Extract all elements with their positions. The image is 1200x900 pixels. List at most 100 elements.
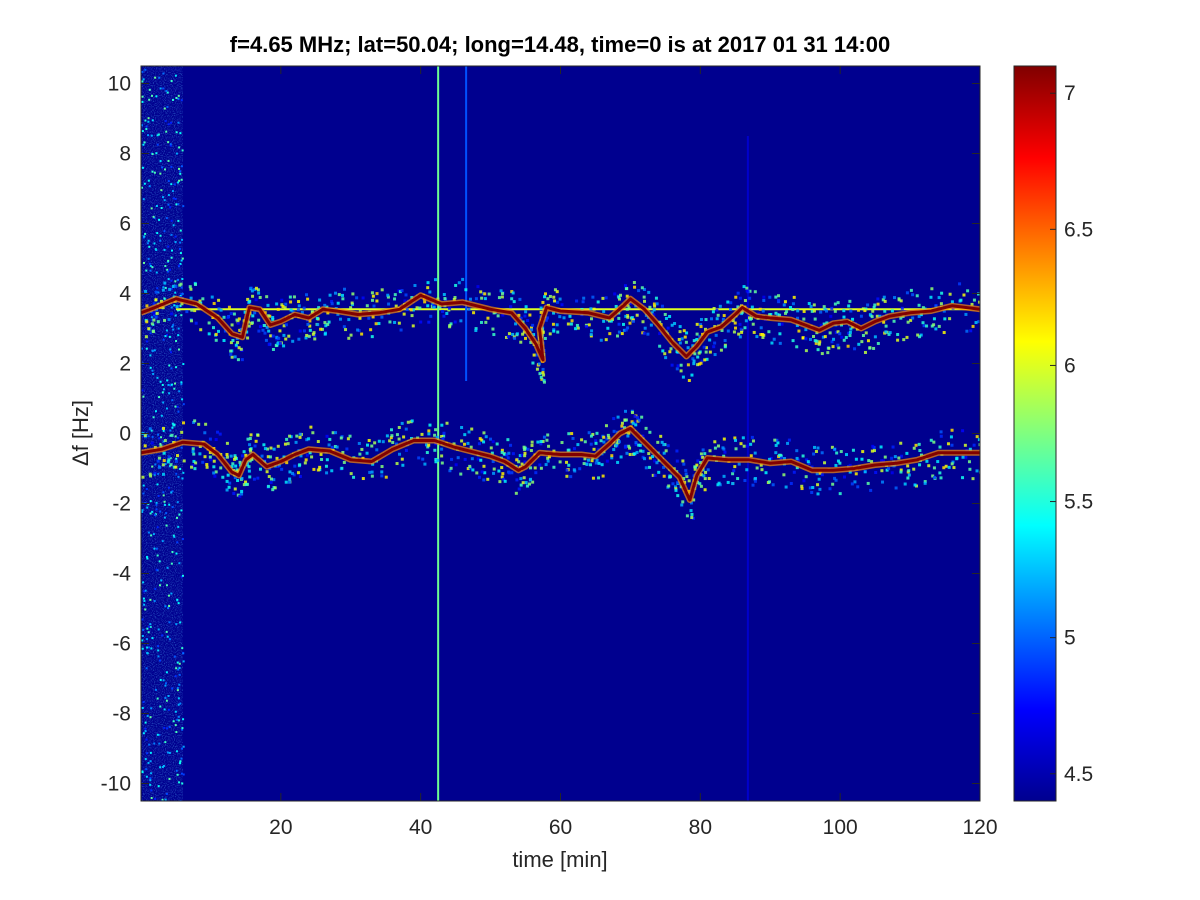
trace-speck: [156, 459, 160, 463]
trace-speck: [689, 509, 693, 513]
noise-speck: [166, 270, 169, 273]
trace-speck: [413, 284, 417, 288]
trace-speck: [938, 471, 942, 475]
trace-speck: [495, 442, 499, 446]
trace-speck: [751, 322, 755, 326]
trace-speck: [572, 468, 576, 472]
trace-speck: [320, 458, 324, 462]
trace-speck: [633, 285, 637, 289]
trace-speck: [427, 443, 431, 447]
noise-speck: [155, 547, 158, 550]
noise-speck: [149, 269, 152, 272]
trace-speck: [311, 332, 315, 336]
trace-speck: [714, 333, 718, 337]
trace-speck: [599, 439, 603, 443]
noise-speck: [167, 708, 170, 711]
trace-speck: [692, 362, 696, 366]
trace-speck: [256, 433, 260, 437]
trace-speck: [710, 317, 714, 321]
trace-speck: [660, 304, 664, 308]
trace-speck: [523, 314, 527, 318]
trace-speck: [541, 330, 545, 334]
trace-speck: [974, 321, 978, 325]
noise-speck: [175, 750, 178, 753]
trace-speck: [337, 293, 341, 297]
trace-speck: [939, 434, 943, 438]
trace-speck: [148, 427, 152, 431]
trace-speck: [290, 471, 294, 475]
trace-speck: [299, 454, 303, 458]
trace-speck: [696, 355, 700, 359]
trace-speck: [589, 333, 593, 337]
trace-speck: [606, 326, 610, 330]
noise-speck: [181, 149, 184, 152]
trace-speck: [560, 441, 564, 445]
noise-speck: [175, 769, 178, 772]
trace-speck: [565, 474, 569, 478]
noise-speck: [152, 533, 155, 536]
trace-speck: [211, 326, 215, 330]
trace-speck: [699, 325, 703, 329]
trace-speck: [622, 328, 626, 332]
trace-speck: [253, 444, 257, 448]
trace-speck: [168, 287, 172, 291]
trace-speck: [876, 302, 880, 306]
noise-speck: [180, 178, 183, 181]
trace-speck: [154, 290, 158, 294]
trace-speck: [389, 436, 393, 440]
trace-speck: [916, 333, 920, 337]
trace-speck: [552, 328, 556, 332]
noise-speck: [169, 206, 172, 209]
trace-speck: [539, 306, 543, 310]
trace-speck: [964, 312, 968, 316]
trace-speck: [905, 335, 909, 339]
trace-speck: [827, 346, 831, 350]
trace-speck: [628, 301, 632, 305]
trace-speck: [950, 462, 954, 466]
trace-speck: [909, 288, 913, 292]
noise-speck: [164, 286, 167, 289]
trace-speck: [305, 438, 309, 442]
trace-speck: [616, 415, 620, 419]
trace-speck: [888, 331, 892, 335]
trace-speck: [719, 348, 723, 352]
trace-speck: [144, 289, 148, 293]
trace-speck: [615, 442, 619, 446]
trace-speck: [305, 333, 309, 337]
trace-speck: [247, 469, 251, 473]
noise-speck: [153, 514, 156, 517]
trace-speck: [833, 476, 837, 480]
noise-speck: [176, 689, 179, 692]
noise-speck: [143, 141, 146, 144]
noise-speck: [161, 391, 164, 394]
trace-speck: [830, 306, 834, 310]
noise-speck: [182, 403, 185, 406]
trace-speck: [958, 282, 962, 286]
trace-speck: [256, 476, 260, 480]
trace-speck: [242, 450, 246, 454]
trace-speck: [542, 435, 546, 439]
noise-speck: [180, 383, 183, 386]
noise-speck: [168, 604, 171, 607]
trace-speck: [644, 466, 648, 470]
trace-speck: [667, 484, 671, 488]
trace-speck: [372, 304, 376, 308]
trace-speck: [873, 303, 877, 307]
trace-speck: [698, 482, 702, 486]
trace-speck: [431, 302, 435, 306]
noise-speck: [180, 757, 183, 760]
noise-speck: [148, 98, 151, 101]
trace-speck: [842, 309, 846, 313]
noise-speck: [144, 608, 147, 611]
noise-speck: [164, 798, 167, 801]
colorbar-ticks: 4.555.566.57: [1050, 82, 1093, 786]
trace-speck: [736, 291, 740, 295]
trace-speck: [580, 438, 584, 442]
noise-speck: [164, 696, 167, 699]
trace-speck: [836, 459, 840, 463]
trace-speck: [234, 464, 238, 468]
noise-speck: [168, 268, 171, 271]
trace-speck: [641, 449, 645, 453]
trace-speck: [482, 464, 486, 468]
noise-speck: [167, 259, 170, 262]
